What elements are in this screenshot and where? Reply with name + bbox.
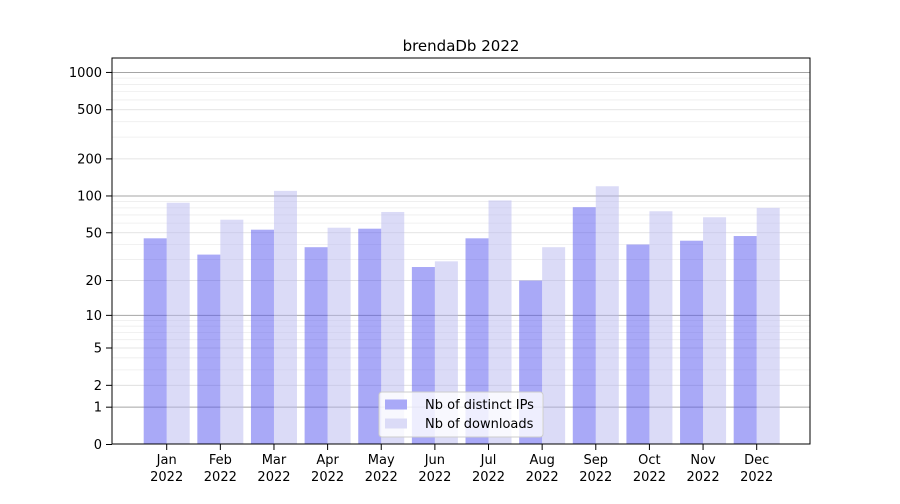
x-tick-label-month: Oct <box>638 453 660 468</box>
y-tick-label: 500 <box>77 103 102 118</box>
x-tick-label-month: Aug <box>529 453 554 468</box>
legend-label-distinct-ips: Nb of distinct IPs <box>425 398 534 413</box>
bar-downloads <box>273 190 297 444</box>
x-tick-label-month: Feb <box>209 453 232 468</box>
y-tick-label: 1000 <box>69 66 102 81</box>
x-tick-label-month: Jan <box>156 453 177 468</box>
y-tick-label: 50 <box>85 226 102 241</box>
x-tick-label-month: Mar <box>262 453 287 468</box>
y-tick-label: 5 <box>94 342 102 357</box>
bar-downloads <box>327 227 351 444</box>
bar-downloads <box>220 219 244 444</box>
legend: Nb of distinct IPs Nb of downloads <box>378 391 544 438</box>
x-tick-label-year: 2022 <box>257 470 290 485</box>
y-tick-label: 2 <box>94 379 102 394</box>
plot-frame <box>111 57 811 445</box>
bar-downloads <box>381 211 405 444</box>
x-tick-label-year: 2022 <box>311 470 344 485</box>
y-tick-label: 20 <box>85 274 102 289</box>
y-tick-label: 200 <box>77 152 102 167</box>
legend-swatch-downloads <box>385 418 407 429</box>
bar-downloads <box>166 202 190 444</box>
bar-downloads <box>649 211 673 444</box>
bar-distinct-ips <box>680 240 704 444</box>
legend-swatch-distinct-ips <box>385 399 407 410</box>
x-tick-label-month: May <box>368 453 395 468</box>
bar-distinct-ips <box>143 238 167 444</box>
bar-distinct-ips <box>626 244 650 444</box>
bar-distinct-ips <box>572 207 596 444</box>
bar-downloads <box>703 217 727 444</box>
x-tick-label-year: 2022 <box>740 470 773 485</box>
y-tick-label: 0 <box>94 438 102 453</box>
bar-distinct-ips <box>733 236 757 444</box>
x-tick-label-year: 2022 <box>204 470 237 485</box>
y-tick-label: 10 <box>85 309 102 324</box>
x-tick-label-year: 2022 <box>687 470 720 485</box>
bar-downloads <box>488 200 512 444</box>
x-tick-label-year: 2022 <box>150 470 183 485</box>
x-tick-label-month: Jun <box>424 453 445 468</box>
x-tick-label-year: 2022 <box>365 470 398 485</box>
x-tick-label-year: 2022 <box>472 470 505 485</box>
x-tick-label-year: 2022 <box>579 470 612 485</box>
bar-downloads <box>542 247 566 444</box>
bar-downloads <box>756 207 780 444</box>
x-tick-label-month: Sep <box>584 453 609 468</box>
x-tick-label-month: Apr <box>316 453 339 468</box>
bar-distinct-ips <box>197 254 221 444</box>
legend-box <box>378 391 544 438</box>
bar-distinct-ips <box>304 247 328 444</box>
bar-distinct-ips <box>358 228 382 444</box>
x-tick-label-year: 2022 <box>526 470 559 485</box>
x-tick-label-year: 2022 <box>418 470 451 485</box>
chart-title: brendaDb 2022 <box>403 37 520 55</box>
legend-label-downloads: Nb of downloads <box>425 417 534 432</box>
y-tick-label: 1 <box>94 401 102 416</box>
x-tick-label-month: Dec <box>744 453 769 468</box>
bar-distinct-ips <box>250 229 274 444</box>
x-tick-label-month: Jul <box>480 453 497 468</box>
x-tick-label-year: 2022 <box>633 470 666 485</box>
y-tick-label: 100 <box>77 189 102 204</box>
x-tick-label-month: Nov <box>690 453 716 468</box>
bar-downloads <box>595 186 619 444</box>
